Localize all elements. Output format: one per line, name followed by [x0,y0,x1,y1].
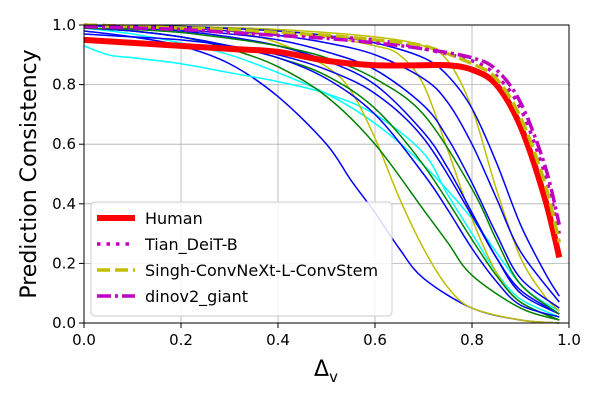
legend-label-dinov2-giant: dinov2_giant [145,287,248,307]
x-axis-title-base: Δ [314,357,329,382]
y-tick-label: 0.2 [52,254,76,272]
series-line-human [83,36,563,259]
y-tick-label: 0.6 [52,135,76,153]
y-tick-label: 0.4 [52,195,76,213]
axis-ticks: 0.0 0.2 0.4 0.6 0.8 1.0 0.0 0.2 0.4 0.6 0.8 1.0 [52,16,581,349]
x-axis-title: Δv [314,357,338,386]
x-tick-label: 0.6 [363,331,387,349]
series-line-17 [83,33,560,315]
legend-label-singh-convnext: Singh-ConvNeXt-L-ConvStem [145,261,378,280]
x-tick-label: 0.0 [72,331,96,349]
x-tick-label: 0.8 [460,331,484,349]
plot-frame [83,24,570,324]
y-tick-label: 1.0 [52,16,76,34]
series-lines [83,23,563,324]
y-axis-title: Prediction Consistency [17,49,42,298]
y-tick-label: 0.8 [52,76,76,94]
series-line-6 [83,27,560,312]
x-tick-label: 1.0 [557,331,581,349]
legend-box [90,201,393,317]
y-tick-label: 0.0 [52,314,76,332]
x-tick-label: 0.2 [169,331,193,349]
series-line-9 [83,24,560,312]
series-line-dinov2-giant [83,24,562,226]
x-tick-label: 0.4 [266,331,290,349]
legend-label-tian-deit-b: Tian_DeiT-B [144,235,238,255]
series-line-18 [83,27,560,315]
legend: Human Tian_DeiT-B Singh-ConvNeXt-L-ConvS… [90,201,393,317]
series-line-singh-convnext-l-convstem [83,23,562,243]
series-line-12 [83,27,560,318]
legend-label-human: Human [145,209,203,228]
x-axis-title-subscript: v [329,368,338,386]
